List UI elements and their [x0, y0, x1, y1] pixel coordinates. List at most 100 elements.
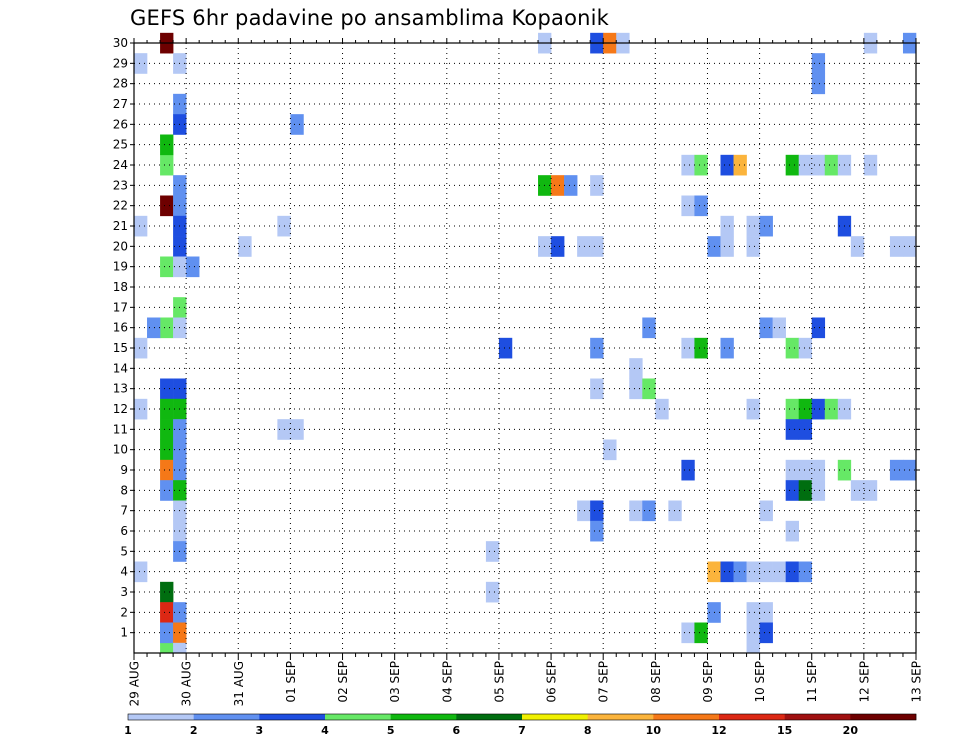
heatmap-cell: [811, 459, 826, 481]
legend-swatch: [587, 714, 654, 720]
x-tick-label: 04 SEP: [440, 661, 454, 703]
heatmap-cell: [160, 317, 174, 339]
y-tick-label: 12: [113, 402, 128, 416]
heatmap-cell: [160, 134, 174, 156]
heatmap-cell: [811, 480, 826, 501]
x-tick-label: 31 AUG: [232, 661, 246, 706]
y-tick-label: 6: [120, 524, 128, 538]
heatmap-cell: [746, 215, 760, 237]
heatmap-cell: [160, 459, 174, 481]
heatmap-cell: [889, 459, 904, 481]
heatmap-cell: [694, 195, 708, 217]
heatmap-cell: [785, 459, 799, 481]
y-tick-label: 28: [113, 77, 128, 91]
y-tick-label: 14: [113, 361, 128, 375]
x-tick-label: 05 SEP: [492, 661, 506, 703]
y-tick-label: 5: [120, 544, 128, 558]
heatmap-cell: [160, 439, 174, 461]
y-tick-label: 20: [113, 239, 128, 253]
heatmap-cell: [485, 541, 500, 562]
heatmap-cell: [642, 378, 656, 400]
heatmap-cell: [811, 154, 826, 176]
heatmap-cell: [746, 236, 760, 257]
legend-label: 20: [843, 724, 859, 737]
legend-label: 3: [256, 724, 264, 737]
x-tick-label: 01 SEP: [284, 661, 298, 703]
heatmap-cell: [720, 215, 734, 237]
heatmap-cell: [642, 500, 656, 522]
heatmap-cell: [798, 337, 813, 359]
heatmap-cell: [720, 337, 734, 359]
heatmap-cell: [134, 215, 148, 237]
heatmap-cell: [564, 175, 578, 196]
legend-label: 4: [321, 724, 329, 737]
heatmap-cell: [798, 561, 813, 583]
x-tick-label: 11 SEP: [805, 661, 819, 703]
heatmap-cell: [863, 480, 878, 501]
heatmap-cell: [173, 642, 187, 654]
y-tick-label: 30: [113, 36, 128, 50]
y-tick-label: 25: [113, 138, 128, 152]
legend-swatch: [653, 714, 720, 720]
y-tick-label: 24: [113, 158, 128, 172]
x-tick-label: 06 SEP: [545, 661, 559, 703]
y-tick-label: 21: [113, 219, 128, 233]
x-tick-label: 13 SEP: [910, 661, 924, 703]
heatmap-cell: [590, 175, 604, 196]
heatmap-cell: [134, 398, 148, 420]
legend-label: 5: [387, 724, 395, 737]
heatmap-cell: [590, 337, 604, 359]
heatmap-cell: [160, 602, 174, 623]
heatmap-cell: [681, 154, 695, 176]
y-tick-label: 29: [113, 56, 128, 70]
chart-title: GEFS 6hr padavine po ansamblima Kopaonik: [130, 6, 610, 30]
heatmap-cell: [160, 154, 174, 176]
heatmap-cell: [160, 378, 174, 400]
heatmap-cell: [733, 561, 747, 583]
heatmap-cell: [694, 154, 708, 176]
legend-swatch: [390, 714, 457, 720]
legend-swatch: [784, 714, 851, 720]
y-tick-label: 10: [113, 443, 128, 457]
heatmap-cell: [746, 602, 760, 623]
legend-label: 8: [584, 724, 592, 737]
heatmap-cell: [824, 154, 839, 176]
heatmap-cell: [590, 500, 604, 522]
legend-swatch: [259, 714, 326, 720]
heatmap-cell: [720, 561, 734, 583]
y-tick-label: 3: [120, 585, 128, 599]
heatmap-cell: [824, 398, 839, 420]
heatmap-cell: [681, 337, 695, 359]
heatmap-cell: [681, 622, 695, 644]
heatmap-cell: [551, 175, 565, 196]
heatmap-cell: [759, 215, 773, 237]
legend-swatch: [456, 714, 523, 720]
heatmap-cell: [785, 398, 799, 420]
y-tick-label: 23: [113, 178, 128, 192]
heatmap-cell: [785, 561, 799, 583]
heatmap-cell: [746, 642, 760, 654]
heatmap-cell: [160, 622, 174, 644]
heatmap-cell: [629, 358, 643, 379]
y-tick-label: 18: [113, 280, 128, 294]
x-tick-label: 10 SEP: [753, 661, 767, 703]
x-tick-label: 29 AUG: [128, 661, 142, 706]
y-tick-label: 8: [120, 483, 128, 497]
heatmap-cell: [160, 480, 174, 501]
heatmap-cell: [629, 378, 643, 400]
heatmap-cell: [134, 337, 148, 359]
heatmap-cell: [785, 480, 799, 501]
x-tick-label: 09 SEP: [701, 661, 715, 703]
heatmap-cell: [629, 500, 643, 522]
legend-label: 7: [518, 724, 526, 737]
heatmap-cell: [746, 398, 760, 420]
heatmap-cell: [498, 337, 513, 359]
legend-label: 2: [190, 724, 198, 737]
heatmap-cell: [759, 561, 773, 583]
heatmap-cell: [160, 642, 174, 654]
heatmap-cell: [694, 622, 708, 644]
heatmap-cell: [811, 317, 826, 339]
heatmap-cell: [551, 236, 565, 257]
heatmap-cell: [759, 500, 773, 522]
